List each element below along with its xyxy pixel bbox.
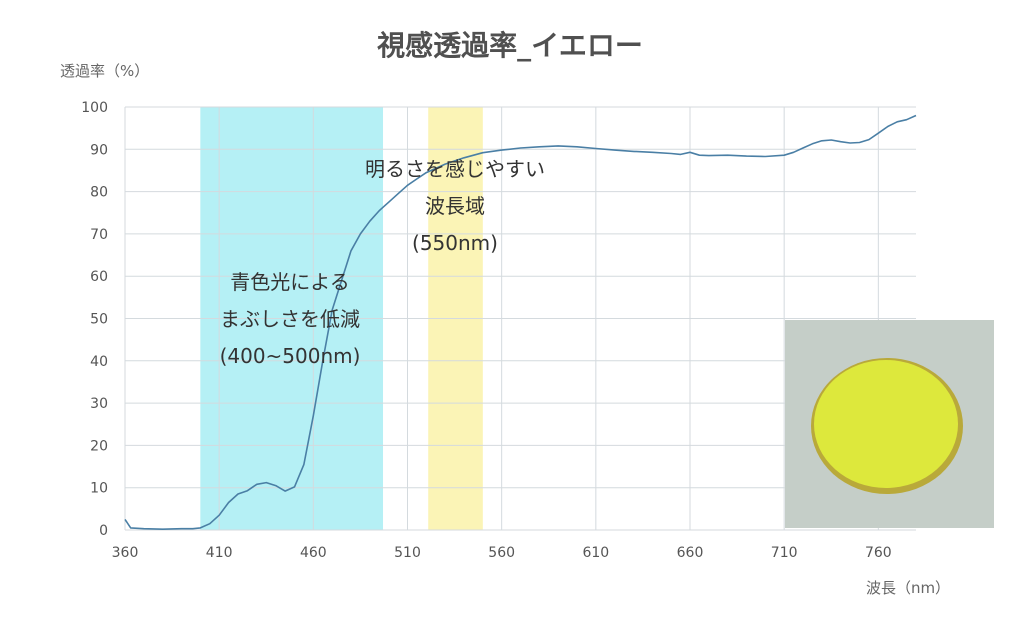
band-0-label-0: 青色光による (230, 270, 349, 294)
y-tick-90: 90 (90, 142, 108, 158)
series-lines (124, 114, 917, 530)
x-tick-710: 710 (771, 545, 798, 561)
band-1-label-1: 波長域 (425, 194, 485, 218)
x-tick-760: 760 (865, 545, 892, 561)
y-tick-20: 20 (90, 438, 108, 454)
x-tick-460: 460 (300, 545, 327, 561)
tick-labels: 0 10 20 30 40 50 60 70 80 90 100 360 410 460 510 560 610… (81, 100, 891, 561)
y-tick-100: 100 (81, 100, 108, 116)
grid-lines (124, 106, 916, 531)
y-axis-label: 透過率（%） (60, 62, 149, 80)
y-tick-80: 80 (90, 185, 108, 201)
band-1-label-0: 明るさを感じやすい (365, 157, 545, 181)
y-tick-40: 40 (90, 354, 108, 370)
x-tick-660: 660 (677, 545, 704, 561)
x-tick-360: 360 (112, 545, 139, 561)
y-tick-50: 50 (90, 312, 108, 328)
chart-title: 視感透過率_イエロー (377, 29, 643, 62)
band-0-label-1: まぶしさを低減 (220, 307, 360, 331)
x-axis-label: 波長（nm） (866, 579, 950, 597)
series-line-0 (124, 114, 917, 530)
x-tick-560: 560 (488, 545, 515, 561)
band-1-label-2: (550nm) (412, 231, 498, 255)
x-tick-610: 610 (582, 545, 609, 561)
x-tick-410: 410 (206, 545, 233, 561)
y-tick-30: 30 (90, 396, 108, 412)
band-0-label-2: (400~500nm) (220, 344, 361, 368)
yellow-filter-photo (785, 320, 994, 528)
y-tick-70: 70 (90, 227, 108, 243)
y-tick-0: 0 (99, 523, 108, 539)
x-tick-510: 510 (394, 545, 421, 561)
y-tick-60: 60 (90, 269, 108, 285)
y-tick-10: 10 (90, 481, 108, 497)
filter-disc (814, 360, 958, 488)
